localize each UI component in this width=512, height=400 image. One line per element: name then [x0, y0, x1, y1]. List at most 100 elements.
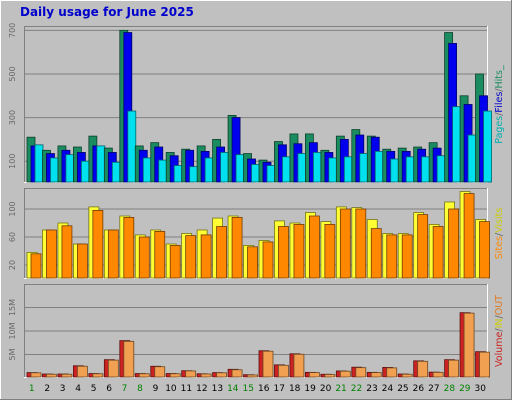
bar-out-day-18: [293, 353, 305, 378]
bar-out-day-24: [386, 367, 398, 378]
legend-entry: Files: [494, 92, 505, 113]
bar-pages-day-24: [390, 158, 400, 183]
bar-out-day-27: [432, 371, 444, 378]
bar-pages-day-19: [312, 152, 322, 183]
bar-pages-day-5: [96, 145, 106, 183]
bar-out-day-29: [463, 312, 475, 378]
bar-pages-day-15: [251, 164, 260, 183]
y-tick-label: 300: [8, 110, 17, 125]
y-tick-label: 100: [8, 201, 17, 216]
bar-pages-day-26: [421, 156, 431, 183]
bar-pages-day-21: [343, 156, 353, 183]
y-tick-label: 20: [8, 260, 17, 270]
legend-entry: /: [494, 232, 505, 236]
bar-out-day-3: [61, 373, 73, 378]
x-tick-label-day-13: 13: [212, 384, 223, 394]
legend-entry: /: [494, 328, 505, 332]
bar-sites-day-6: [107, 229, 119, 279]
bar-pages-day-17: [282, 156, 291, 183]
bar-sites-day-24: [386, 234, 398, 279]
bar-out-day-22: [355, 367, 367, 378]
x-tick-label-day-4: 4: [75, 384, 81, 394]
x-tick-label-day-9: 9: [153, 384, 159, 394]
legend-entry: /: [494, 112, 505, 116]
y-tick-label: 10M: [8, 322, 17, 339]
bar-out-day-28: [448, 359, 460, 378]
bar-pages-day-30: [483, 110, 492, 183]
legend-entry: Hits_: [494, 65, 505, 88]
bar-out-day-10: [169, 373, 181, 378]
bar-pages-day-9: [158, 159, 168, 183]
bar-out-day-5: [92, 373, 104, 378]
bar-out-day-26: [417, 360, 429, 378]
x-tick-label-day-21: 21: [335, 384, 346, 394]
bar-pages-day-22: [359, 153, 369, 183]
x-tick-label-day-2: 2: [44, 384, 50, 394]
bar-out-day-12: [200, 373, 212, 378]
x-tick-label-day-15: 15: [243, 384, 254, 394]
panel-legend: Sites/Visits: [494, 208, 505, 260]
bar-sites-day-29: [463, 193, 475, 279]
bar-sites-day-22: [355, 208, 367, 279]
x-tick-label-day-25: 25: [397, 384, 408, 394]
bar-sites-day-8: [138, 236, 150, 279]
bar-pages-day-20: [328, 157, 338, 183]
x-tick-label-day-7: 7: [122, 384, 128, 394]
legend-entry: /: [494, 88, 505, 92]
y-tick-label: 5M: [8, 348, 17, 360]
bar-pages-day-13: [220, 152, 230, 183]
legend-entry: Sites: [494, 236, 505, 259]
bar-pages-day-18: [297, 153, 307, 183]
bar-pages-day-23: [374, 150, 384, 183]
x-tick-label-day-14: 14: [227, 384, 239, 394]
bar-out-day-30: [479, 351, 490, 378]
bar-out-day-21: [339, 370, 351, 378]
bar-pages-day-27: [436, 155, 446, 183]
x-tick-label-day-29: 29: [459, 384, 471, 394]
bar-sites-day-18: [293, 223, 305, 279]
bar-pages-day-8: [142, 157, 152, 183]
bar-out-day-8: [138, 373, 150, 378]
bar-out-day-16: [262, 350, 274, 378]
bar-pages-day-29: [467, 134, 477, 183]
bar-sites-day-16: [262, 241, 274, 279]
x-tick-label-day-28: 28: [444, 384, 456, 394]
y-tick-label: 15M: [8, 299, 17, 316]
y-tick-label: 60: [8, 232, 17, 242]
y-tick-label: 700: [8, 23, 17, 38]
legend-entry: IN: [494, 318, 505, 328]
bar-pages-day-6: [111, 161, 121, 183]
panel-legend: Pages/Files/Hits_: [494, 65, 505, 144]
bar-sites-day-14: [231, 216, 243, 279]
bar-sites-day-15: [247, 246, 258, 279]
bar-sites-day-17: [278, 226, 289, 279]
bar-sites-day-12: [200, 234, 212, 279]
bar-pages-day-3: [65, 154, 75, 183]
x-tick-label-day-23: 23: [366, 384, 377, 394]
bar-out-day-6: [107, 359, 119, 378]
bar-pages-day-14: [235, 154, 245, 183]
x-tick-label-day-24: 24: [382, 384, 394, 394]
bar-pages-day-7: [127, 110, 137, 183]
bar-pages-day-2: [50, 157, 59, 183]
bar-sites-day-19: [308, 215, 320, 279]
bar-out-day-7: [123, 340, 135, 378]
legend-entry: Visits: [494, 208, 505, 233]
bar-pages-day-28: [452, 106, 462, 183]
panel-2: 20 60 100 Sites/Visits: [8, 188, 505, 279]
bar-pages-day-12: [204, 157, 214, 183]
bar-out-day-15: [247, 374, 258, 378]
bar-sites-day-9: [154, 230, 166, 279]
legend-entry: /: [494, 314, 505, 318]
bar-pages-day-16: [266, 165, 276, 183]
bar-sites-day-4: [77, 243, 88, 279]
bar-out-day-9: [154, 366, 166, 378]
bar-sites-day-28: [448, 208, 460, 279]
bar-sites-day-21: [339, 208, 351, 279]
x-tick-label-day-16: 16: [258, 384, 270, 394]
bar-pages-day-25: [405, 156, 415, 183]
bar-pages-day-1: [34, 144, 44, 183]
